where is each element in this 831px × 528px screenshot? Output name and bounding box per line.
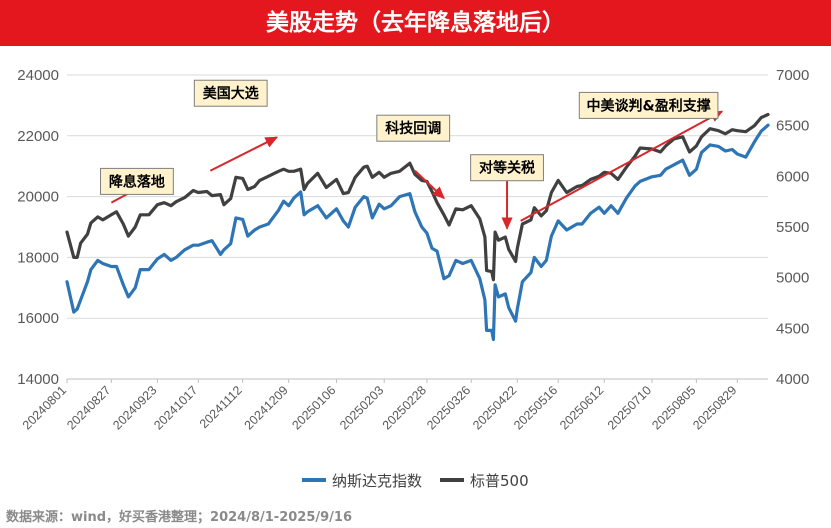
annotation-arrow [414, 170, 445, 200]
x-tick-label: 20241017 [151, 383, 200, 432]
annotation-label: 降息落地 [109, 173, 165, 190]
legend-label: 纳斯达克指数 [332, 472, 422, 490]
x-tick-label: 20240827 [64, 383, 113, 432]
series-line-nasdaq [65, 123, 770, 342]
right-y-tick-label: 5000 [776, 270, 809, 287]
annotation-arrow [520, 110, 724, 222]
left-y-tick-label: 18000 [17, 249, 59, 266]
plot-lines [65, 112, 770, 342]
annotation-box [376, 114, 451, 142]
x-tick-label: 20250710 [605, 383, 654, 432]
x-tick-label: 20250203 [337, 383, 386, 432]
left-y-tick-label: 22000 [17, 128, 59, 145]
right-y-tick-label: 5500 [776, 219, 809, 236]
x-tick-label: 20240801 [20, 383, 69, 432]
left-y-tick-label: 24000 [17, 67, 59, 84]
x-axis: 2024080120240827202409232024101720241112… [20, 378, 768, 432]
x-tick-label: 20250612 [557, 383, 606, 432]
left-y-tick-label: 20000 [17, 189, 59, 206]
annotation-box [578, 91, 719, 119]
annotation-box [193, 79, 268, 107]
x-tick-label: 20240923 [110, 383, 159, 432]
right-y-tick-label: 6000 [776, 168, 809, 185]
annotation-box [470, 154, 544, 182]
right-y-axis: 4000 4500 5000 5500 6000 6500 7000 [776, 67, 809, 388]
annotation-label: 科技回调 [385, 120, 441, 137]
title-bar [0, 0, 831, 46]
x-tick-label: 20241112 [197, 383, 245, 431]
x-tick-label: 20241209 [242, 383, 291, 432]
legend: 纳斯达克指数 标普500 [302, 472, 529, 490]
chart-title: 美股走势（去年降息落地后） [266, 10, 565, 36]
x-tick-label: 20250805 [649, 383, 698, 432]
right-y-tick-label: 4000 [776, 371, 809, 388]
legend-label: 标普500 [470, 472, 529, 490]
right-y-tick-label: 7000 [776, 67, 809, 84]
annotation-label: 对等关税 [479, 160, 535, 177]
annotation-label: 中美谈判&盈利支撑 [586, 97, 710, 114]
left-y-tick-label: 14000 [17, 371, 59, 388]
chart-area: 14000 16000 18000 20000 22000 24000 4000 4500 5… [17, 67, 809, 490]
source-note: 数据来源：wind，好买香港整理；2024/8/1-2025/9/16 [6, 510, 353, 525]
x-tick-label: 20250422 [470, 383, 519, 432]
right-y-tick-label: 6500 [776, 118, 809, 135]
series-line-sp500 [65, 112, 770, 282]
x-tick-label: 20250326 [424, 383, 473, 432]
x-tick-label: 20250106 [289, 383, 338, 432]
right-y-tick-label: 4500 [776, 320, 809, 337]
x-tick-label: 20250516 [511, 383, 560, 432]
annotation-arrow [209, 136, 279, 172]
x-tick-label: 20250829 [690, 383, 739, 432]
x-tick-label: 20250228 [380, 383, 429, 432]
annotation-label: 美国大选 [203, 85, 259, 102]
left-y-tick-label: 16000 [17, 310, 59, 327]
left-y-axis: 14000 16000 18000 20000 22000 24000 [17, 67, 59, 388]
annotation-box [100, 167, 174, 195]
